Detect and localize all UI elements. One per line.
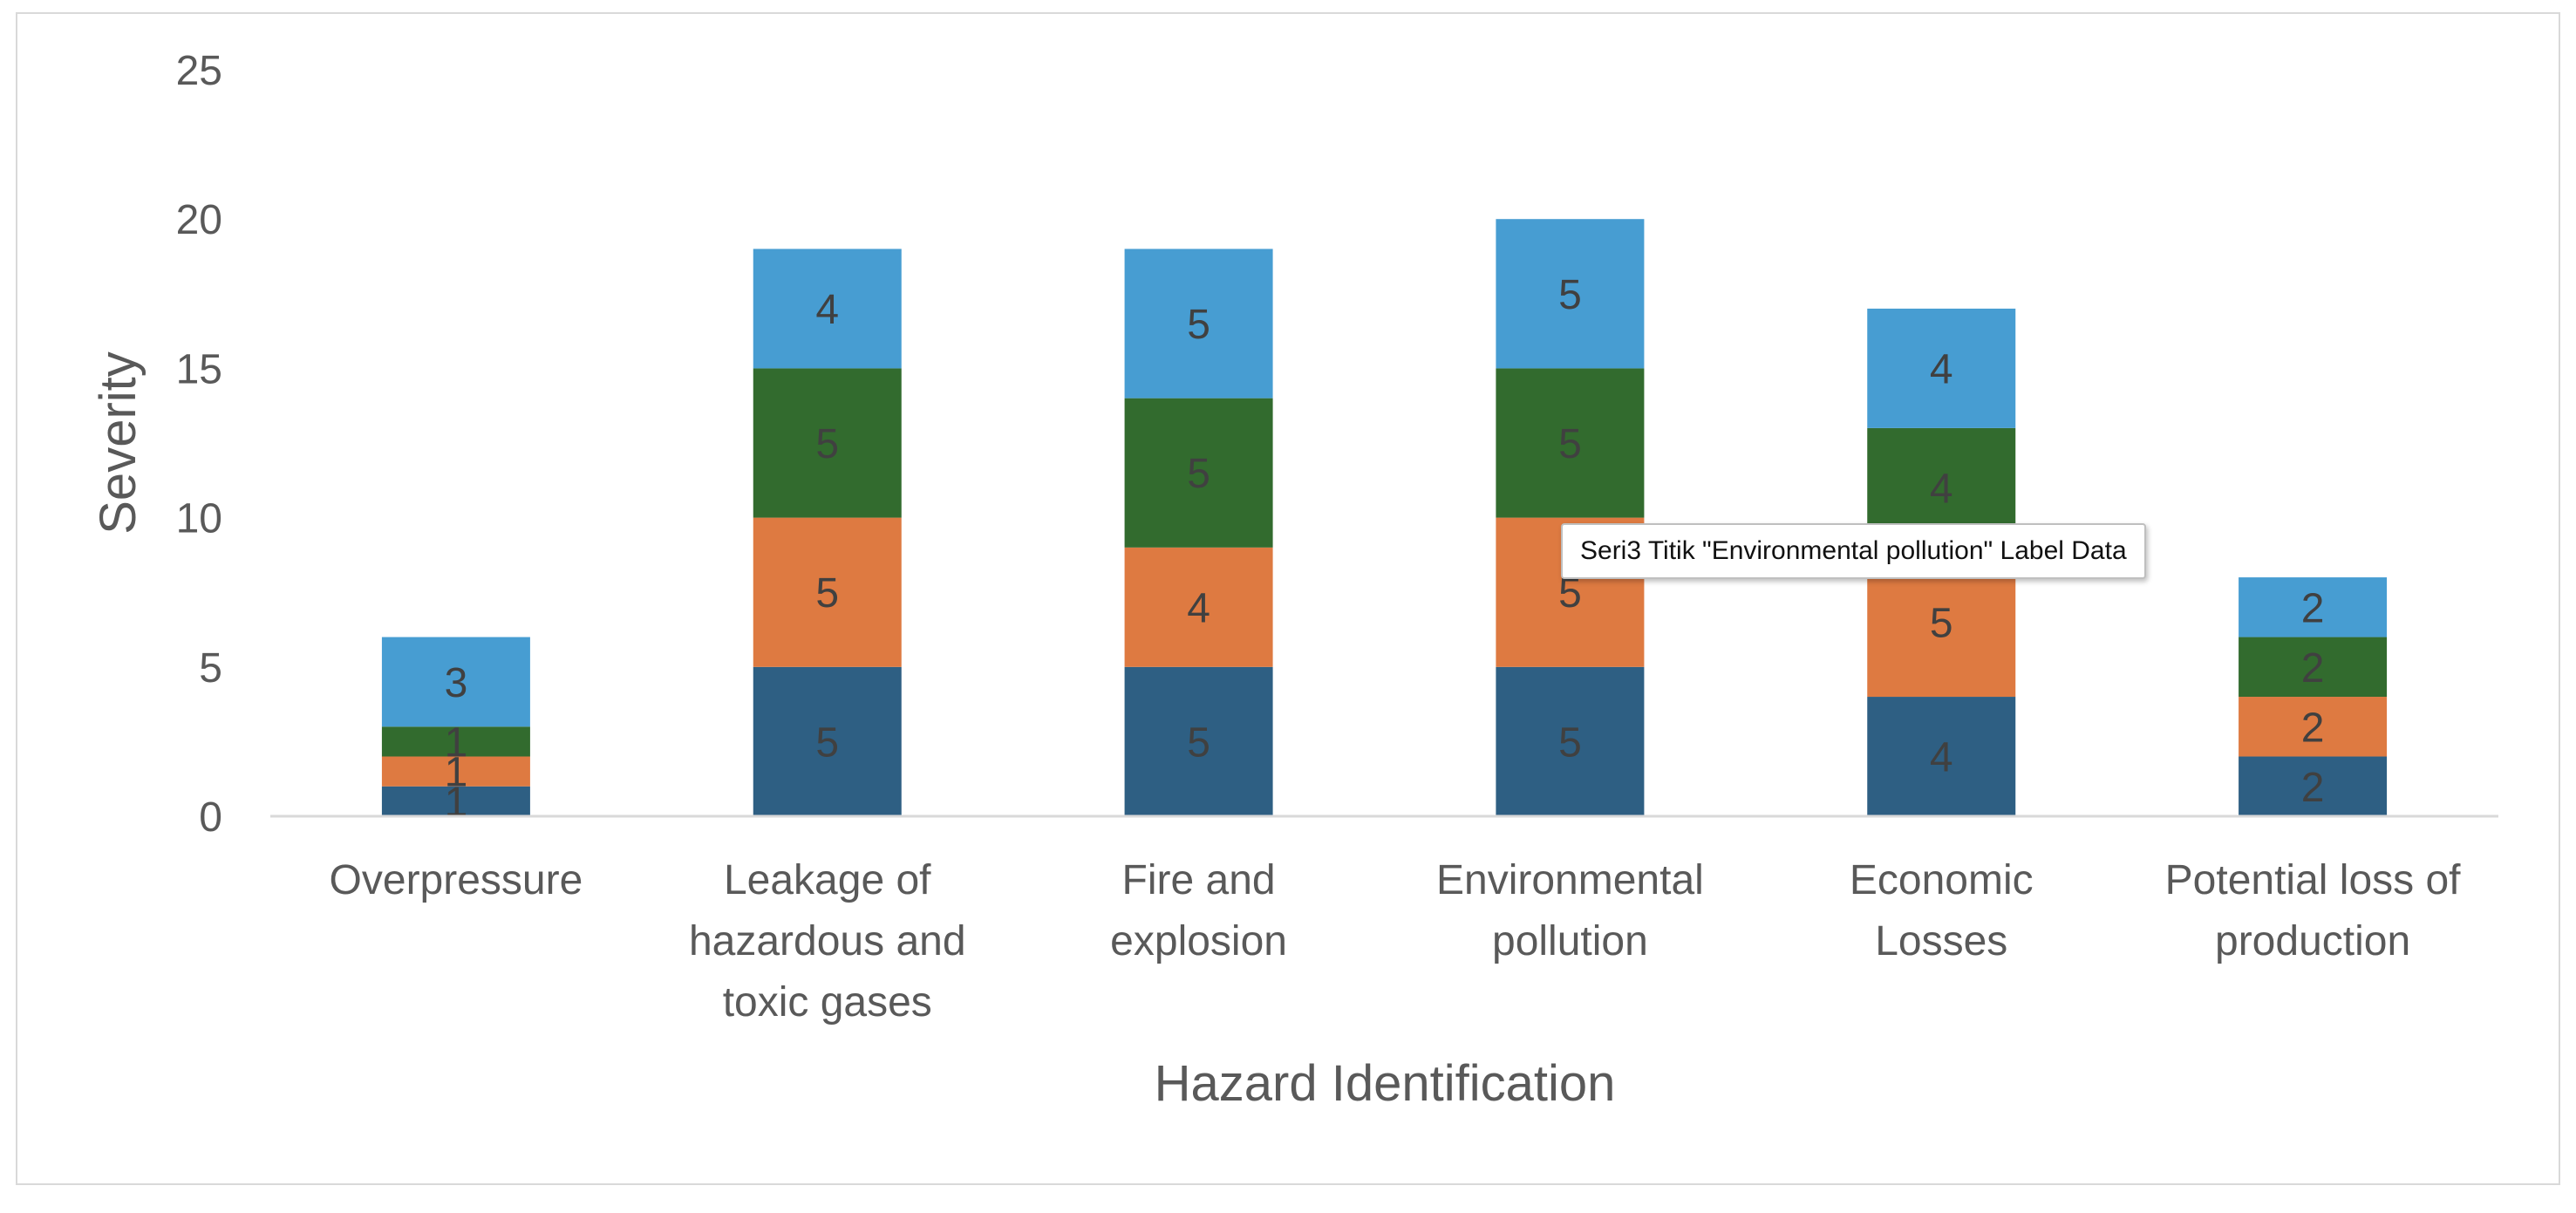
bar-segment[interactable] [1124,547,1273,667]
x-tick-label: Environmental [1436,857,1704,903]
bar-segment[interactable] [753,249,902,369]
data-label: 1 [445,780,468,826]
x-tick-label: Overpressure [330,857,583,903]
y-tick-label: 15 [176,346,222,392]
y-axis-ticks: 0 5 10 15 20 25 [176,48,222,841]
chart-frame [16,12,2560,1185]
x-tick-label: Potential loss of [2165,857,2462,903]
data-label: 5 [1558,719,1582,766]
x-tick-label: Losses [1875,918,2007,964]
bar-segment[interactable] [2239,756,2388,816]
bar-segment[interactable] [381,786,530,816]
x-axis-category-labels: Overpressure Leakage of hazardous and toxic… [330,857,2462,1026]
bar-segment[interactable] [753,368,902,518]
data-label: 2 [2301,645,2325,692]
data-label: 5 [1930,600,1953,646]
data-label: 2 [2301,585,2325,631]
x-tick-label: toxic gases [723,979,932,1026]
y-tick-label: 0 [199,794,222,841]
bar-segment[interactable] [381,756,530,787]
data-label: 4 [1187,585,1210,631]
y-tick-label: 10 [176,496,222,542]
data-label: 3 [445,660,468,706]
data-label: 4 [1930,466,1953,512]
data-label: 5 [815,570,839,617]
data-label: 5 [1187,451,1210,497]
data-label: 5 [815,421,839,467]
y-axis-title: Severity [90,351,147,535]
data-label: 5 [1558,421,1582,467]
bar-segment[interactable] [2239,577,2388,637]
bar-segment[interactable] [1496,666,1645,816]
y-tick-label: 25 [176,48,222,94]
x-tick-label: Leakage of [724,857,931,903]
data-label: 5 [1187,302,1210,348]
y-tick-label: 20 [176,197,222,243]
bar-segment[interactable] [1867,697,2016,816]
x-tick-label: explosion [1110,918,1287,964]
data-label: 1 [445,750,468,796]
data-label: 5 [815,719,839,766]
bar-segment[interactable] [2239,637,2388,698]
bar-segment[interactable] [1124,666,1273,816]
x-tick-label: Fire and [1122,857,1276,903]
bar-segment[interactable] [1867,308,2016,428]
x-tick-label: hazardous and [689,918,966,964]
bar-segment[interactable] [2239,697,2388,757]
data-label: 1 [445,719,468,766]
bar-segment[interactable] [1496,368,1645,518]
data-label: 2 [2301,765,2325,811]
data-label: 4 [1930,346,1953,392]
data-label-tooltip: Seri3 Titik "Environmental pollution" La… [1561,523,2146,579]
data-label: 2 [2301,705,2325,751]
bar-segment[interactable] [381,637,530,727]
bar-segment[interactable] [753,666,902,816]
data-label: 5 [1558,272,1582,318]
x-tick-label: pollution [1492,918,1648,964]
x-tick-label: Economic [1850,857,2034,903]
bar-segment[interactable] [1124,249,1273,399]
data-label: 4 [815,287,839,333]
data-label: 5 [1187,719,1210,766]
bar-segment[interactable] [753,517,902,667]
bar-segment[interactable] [1124,398,1273,548]
bar-segment[interactable] [1496,219,1645,369]
bar-segment[interactable] [381,726,530,757]
x-tick-label: production [2215,918,2410,964]
y-tick-label: 5 [199,645,222,692]
x-axis-title: Hazard Identification [1155,1055,1616,1112]
data-label: 4 [1930,735,1953,781]
